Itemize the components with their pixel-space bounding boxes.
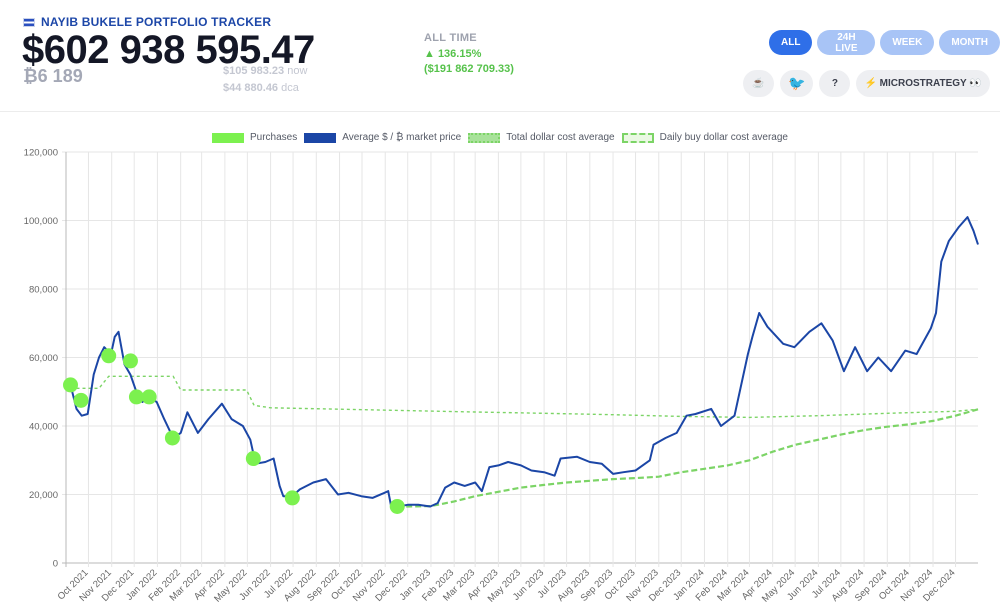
purchase-point xyxy=(101,348,117,364)
range-tabs: ALL 24H LIVE WEEK MONTH xyxy=(769,30,1000,55)
total-dca-line xyxy=(397,408,979,508)
price-now: $105 983.23 now xyxy=(223,65,307,77)
purchase-points xyxy=(62,348,405,514)
purchase-point xyxy=(73,392,89,408)
microstrategy-button[interactable]: ⚡ MICROSTRATEGY 👀 xyxy=(856,70,990,97)
purchase-point xyxy=(389,498,405,514)
tab-month[interactable]: MONTH xyxy=(939,30,1000,55)
header: NAYIB BUKELE PORTFOLIO TRACKER $602 938 … xyxy=(0,0,1000,112)
purchase-point xyxy=(141,389,157,405)
y-tick-label: 80,000 xyxy=(29,285,58,296)
chart-legend: Purchases Average $ / ₿ market price Tot… xyxy=(0,132,1000,143)
y-tick-label: 120,000 xyxy=(24,148,58,159)
app-title-text: NAYIB BUKELE PORTFOLIO TRACKER xyxy=(41,15,272,29)
chart-grid xyxy=(62,151,978,567)
purchase-point xyxy=(122,353,138,369)
legend-swatch-purchases xyxy=(212,132,244,143)
alltime-label: ALL TIME xyxy=(424,32,477,44)
purchase-point xyxy=(62,377,78,393)
price-dca: $44 880.46 dca xyxy=(223,82,299,94)
alltime-summary: ALL TIME ▲ 136.15% ($191 862 709.33) xyxy=(424,32,514,75)
purchase-point xyxy=(128,389,144,405)
help-button[interactable]: ? xyxy=(819,70,851,97)
help-icon: ? xyxy=(831,78,838,89)
price-now-value: $105 983.23 xyxy=(223,65,285,77)
app-title: NAYIB BUKELE PORTFOLIO TRACKER xyxy=(23,15,271,29)
y-tick-label: 100,000 xyxy=(24,216,58,227)
y-tick-label: 0 xyxy=(53,559,58,570)
legend-swatch-market-price xyxy=(304,132,337,143)
toolbar: ☕ 🐦 ? ⚡ MICROSTRATEGY 👀 xyxy=(743,70,990,97)
purchase-point xyxy=(245,451,261,467)
legend-label-daily-dca: Daily buy dollar cost average xyxy=(659,132,788,143)
legend-label-total-dca: Total dollar cost average xyxy=(506,132,615,143)
legend-item-purchases[interactable]: Purchases xyxy=(212,132,297,143)
y-tick-label: 40,000 xyxy=(29,422,58,433)
legend-swatch-daily-dca xyxy=(621,132,654,143)
legend-item-daily-dca[interactable]: Daily buy dollar cost average xyxy=(621,132,788,143)
legend-label-market-price: Average $ / ₿ market price xyxy=(342,132,462,143)
price-dca-suffix: dca xyxy=(281,82,299,94)
chart-series xyxy=(69,216,979,508)
price-dca-value: $44 880.46 xyxy=(223,82,279,94)
el-salvador-flag-icon xyxy=(23,17,35,27)
twitter-icon: 🐦 xyxy=(788,75,806,91)
btc-holdings: ₿6 189 xyxy=(23,66,83,86)
twitter-button[interactable]: 🐦 xyxy=(780,70,814,97)
purchase-point xyxy=(164,430,180,446)
coffee-icon: ☕ xyxy=(752,78,765,89)
legend-swatch-total-dca xyxy=(468,132,501,143)
tab-week[interactable]: WEEK xyxy=(880,30,935,55)
daily-dca-line xyxy=(70,375,979,419)
alltime-percent: ▲ 136.15% xyxy=(424,48,482,60)
legend-item-market-price[interactable]: Average $ / ₿ market price xyxy=(304,132,461,143)
y-tick-label: 20,000 xyxy=(29,490,58,501)
legend-item-total-dca[interactable]: Total dollar cost average xyxy=(468,132,615,143)
purchase-point xyxy=(284,490,300,506)
coffee-button[interactable]: ☕ xyxy=(743,70,774,97)
market-price-line xyxy=(69,216,979,508)
tab-24h-live[interactable]: 24H LIVE xyxy=(817,30,876,55)
tab-all[interactable]: ALL xyxy=(769,30,813,55)
portfolio-total-value: $602 938 595.47 xyxy=(22,28,315,72)
y-tick-label: 60,000 xyxy=(29,353,58,364)
price-now-suffix: now xyxy=(287,65,308,77)
alltime-usd: ($191 862 709.33) xyxy=(424,63,514,75)
legend-label-purchases: Purchases xyxy=(250,132,298,143)
y-axis-ticks: 0 20,000 40,000 60,000 80,000 100,000 120,000 xyxy=(24,148,58,570)
